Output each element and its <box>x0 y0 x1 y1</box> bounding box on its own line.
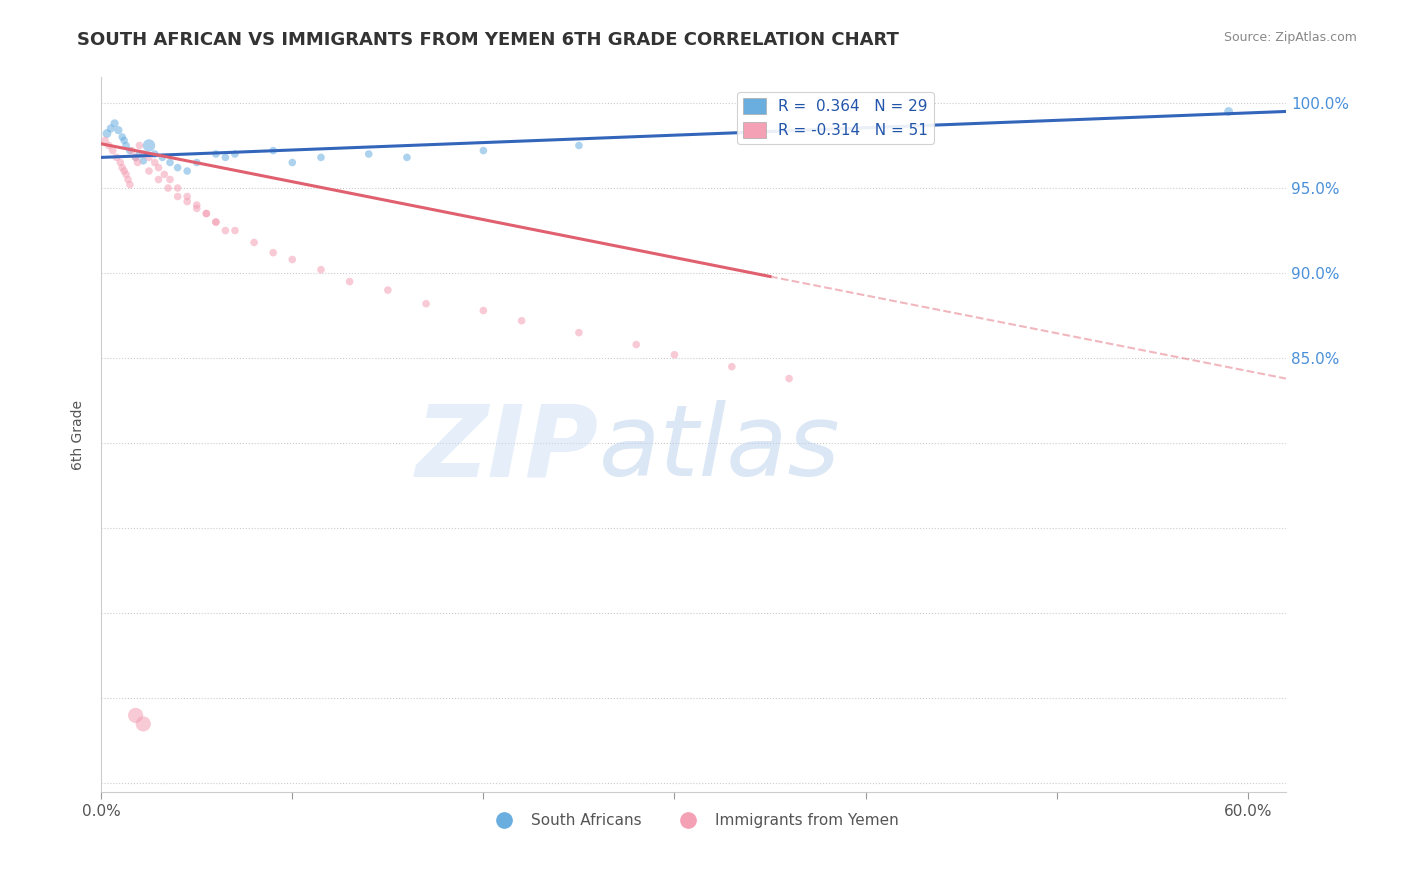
Point <box>195 206 218 220</box>
Point <box>117 172 139 186</box>
Point <box>472 303 495 318</box>
Point <box>153 168 176 182</box>
Point <box>186 202 208 216</box>
Point <box>118 178 141 192</box>
Point <box>121 144 143 158</box>
Point <box>115 138 138 153</box>
Point <box>94 133 117 147</box>
Point <box>150 150 173 164</box>
Point <box>568 326 591 340</box>
Point <box>97 138 120 153</box>
Point <box>1218 104 1240 119</box>
Point <box>157 181 180 195</box>
Point <box>112 133 135 147</box>
Point <box>195 206 218 220</box>
Text: atlas: atlas <box>599 401 841 498</box>
Point <box>148 172 170 186</box>
Point <box>124 150 146 164</box>
Legend: South Africans, Immigrants from Yemen: South Africans, Immigrants from Yemen <box>482 807 905 834</box>
Point <box>124 150 146 164</box>
Point <box>159 155 181 169</box>
Text: SOUTH AFRICAN VS IMMIGRANTS FROM YEMEN 6TH GRADE CORRELATION CHART: SOUTH AFRICAN VS IMMIGRANTS FROM YEMEN 6… <box>77 31 900 49</box>
Point <box>664 348 686 362</box>
Y-axis label: 6th Grade: 6th Grade <box>72 400 86 470</box>
Point <box>138 150 160 164</box>
Point <box>472 144 495 158</box>
Text: ZIP: ZIP <box>416 401 599 498</box>
Point <box>720 359 742 374</box>
Point <box>148 161 170 175</box>
Point <box>205 215 228 229</box>
Point <box>143 147 166 161</box>
Point <box>159 172 181 186</box>
Point <box>127 155 149 169</box>
Point <box>143 155 166 169</box>
Point <box>778 371 800 385</box>
Point <box>281 155 304 169</box>
Point <box>107 123 129 137</box>
Point <box>214 223 236 237</box>
Point <box>166 181 188 195</box>
Point <box>132 717 155 731</box>
Point <box>415 296 437 310</box>
Point <box>132 153 155 168</box>
Point <box>103 116 125 130</box>
Point <box>224 223 246 237</box>
Point <box>101 144 124 158</box>
Point <box>112 164 135 178</box>
Point <box>176 194 198 209</box>
Point <box>96 127 118 141</box>
Point <box>262 245 284 260</box>
Point <box>568 138 591 153</box>
Point <box>186 198 208 212</box>
Point <box>111 130 134 145</box>
Point <box>309 262 332 277</box>
Point <box>510 314 533 328</box>
Point <box>128 147 150 161</box>
Point <box>205 147 228 161</box>
Point <box>176 189 198 203</box>
Point <box>118 144 141 158</box>
Point <box>214 150 236 164</box>
Point <box>176 164 198 178</box>
Point <box>224 147 246 161</box>
Point <box>105 150 128 164</box>
Point <box>124 708 146 723</box>
Point <box>626 337 648 351</box>
Point <box>138 164 160 178</box>
Point <box>357 147 380 161</box>
Point <box>166 161 188 175</box>
Point <box>281 252 304 267</box>
Point <box>166 189 188 203</box>
Point <box>339 275 361 289</box>
Point <box>243 235 266 250</box>
Point <box>100 121 122 136</box>
Point <box>111 161 134 175</box>
Point <box>128 138 150 153</box>
Point <box>205 215 228 229</box>
Point <box>115 168 138 182</box>
Point <box>395 150 418 164</box>
Point <box>110 155 132 169</box>
Point <box>138 138 160 153</box>
Text: Source: ZipAtlas.com: Source: ZipAtlas.com <box>1223 31 1357 45</box>
Point <box>186 155 208 169</box>
Point <box>377 283 399 297</box>
Point <box>309 150 332 164</box>
Point <box>132 147 155 161</box>
Point <box>262 144 284 158</box>
